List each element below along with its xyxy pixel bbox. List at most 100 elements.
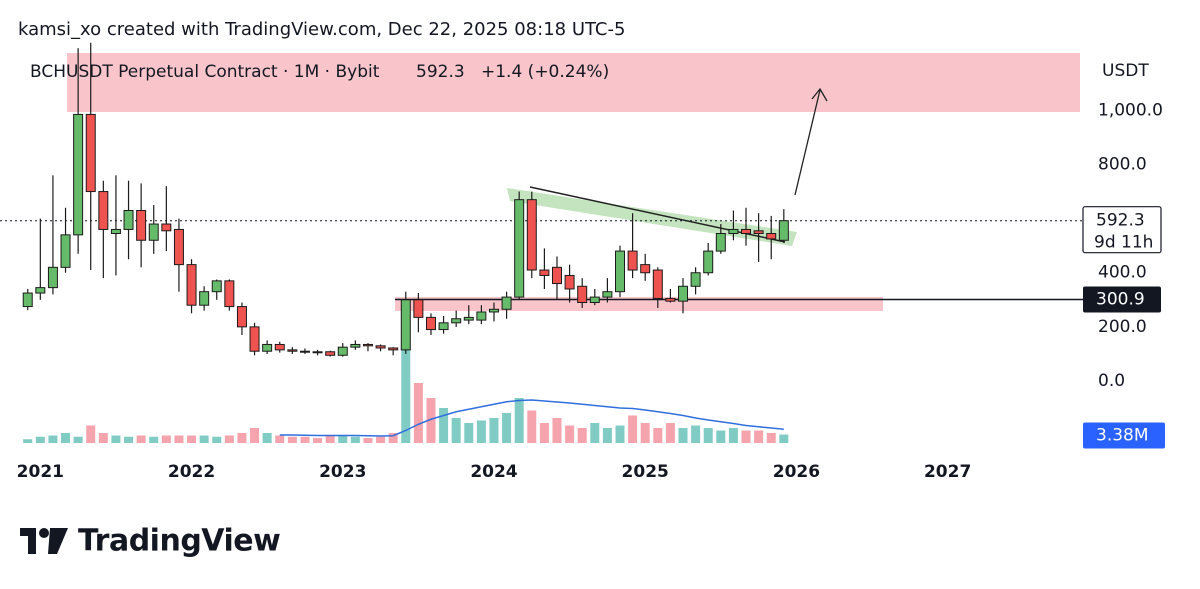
candle-body — [753, 230, 764, 234]
volume-bar — [476, 420, 486, 443]
candle-body — [85, 113, 96, 193]
volume-bar — [577, 428, 587, 443]
x-tick-label: 2027 — [924, 462, 971, 482]
volume-bar — [187, 435, 197, 443]
x-tick-label: 2023 — [319, 462, 366, 482]
watermark: kamsi_xo created with TradingView.com, D… — [18, 19, 625, 40]
candle-body — [589, 296, 600, 304]
arrow-head — [811, 87, 828, 102]
volume-box — [1083, 422, 1165, 449]
candle-body — [627, 250, 638, 271]
volume-bar — [325, 435, 335, 443]
volume-bar — [703, 428, 713, 443]
candle-body — [665, 297, 676, 302]
candle-body — [211, 280, 222, 293]
volume-bar — [61, 433, 71, 443]
volume-bar — [628, 415, 638, 443]
candle-body — [312, 351, 323, 354]
volume-bar — [451, 418, 461, 443]
candle-body — [60, 234, 71, 268]
volume-bar — [250, 428, 260, 443]
volume-bar — [287, 436, 297, 443]
support-zone — [395, 297, 883, 311]
candle-body — [362, 343, 373, 347]
volume-pane — [23, 345, 789, 443]
volume-bar — [527, 410, 537, 443]
y-tick-label: 800.0 — [1098, 154, 1147, 174]
volume-bar — [98, 433, 108, 443]
candle-body — [690, 272, 701, 287]
candle-body — [73, 113, 84, 236]
candle-body — [350, 343, 361, 348]
candle-body — [514, 199, 525, 298]
candle-body — [551, 266, 562, 285]
candle-body — [778, 220, 789, 241]
volume-bar — [728, 428, 738, 443]
x-tick-label: 2022 — [168, 462, 215, 482]
candle-body — [161, 223, 172, 232]
candle-body — [148, 223, 159, 241]
volume-ma — [279, 399, 784, 437]
volume-bar — [552, 418, 562, 443]
candle-body — [438, 322, 449, 331]
volume-bar — [464, 423, 474, 443]
arrow — [794, 89, 821, 196]
volume-bar — [124, 436, 134, 443]
volume-bar — [136, 435, 146, 443]
candle-body — [501, 296, 512, 310]
volume-label: 3.38M — [1096, 426, 1149, 446]
candle-body — [325, 351, 336, 356]
y-tick-label: 1,000.0 — [1098, 100, 1163, 120]
volume-bar — [262, 433, 272, 443]
volume-bar — [212, 436, 222, 443]
candle-body — [678, 285, 689, 302]
countdown: 9d 11h — [1094, 233, 1153, 253]
candle-body — [488, 308, 499, 313]
x-tick-label: 2025 — [622, 462, 669, 482]
volume-bar — [741, 430, 751, 443]
level-label: 300.9 — [1096, 290, 1145, 310]
volume-bar — [48, 435, 58, 443]
volume-bar — [413, 383, 423, 443]
volume-bar — [665, 423, 675, 443]
brand: TradingView — [78, 524, 280, 559]
volume-bar — [590, 423, 600, 443]
volume-bar — [766, 433, 776, 443]
candle-body — [388, 347, 399, 351]
volume-bar — [539, 423, 549, 443]
candle-body — [425, 316, 436, 331]
volume-bar — [224, 435, 234, 443]
volume-bar — [388, 433, 398, 443]
volume-bar — [640, 423, 650, 443]
last-price-box — [1082, 206, 1162, 254]
volume-bar — [161, 435, 171, 443]
volume-bar — [489, 418, 499, 443]
candle-body — [274, 343, 285, 351]
x-tick-label: 2024 — [470, 462, 517, 482]
candle-body — [526, 199, 537, 271]
candle-body — [236, 306, 247, 328]
volume-bar — [338, 435, 348, 443]
logo — [20, 528, 68, 554]
volume-bar — [300, 436, 310, 443]
candle-body — [35, 287, 46, 294]
level-box — [1083, 286, 1161, 313]
candle-body — [287, 349, 298, 352]
volume-bar — [73, 436, 83, 443]
candle-body — [615, 250, 625, 293]
volume-bar — [502, 413, 512, 443]
symbol: BCHUSDT Perpetual Contract · 1M · Bybit — [30, 62, 380, 82]
candle-body — [98, 191, 109, 230]
volume-bar — [602, 428, 612, 443]
y-tick-label: 400.0 — [1098, 263, 1147, 283]
currency: USDT — [1102, 61, 1149, 81]
volume-bar — [86, 425, 96, 443]
volume-bar — [754, 430, 764, 443]
volume-bar — [111, 435, 121, 443]
volume-bar — [350, 436, 360, 443]
candle-body — [564, 274, 575, 290]
candle-body — [703, 250, 714, 274]
candle-body — [539, 269, 550, 276]
volume-bar — [615, 425, 625, 443]
